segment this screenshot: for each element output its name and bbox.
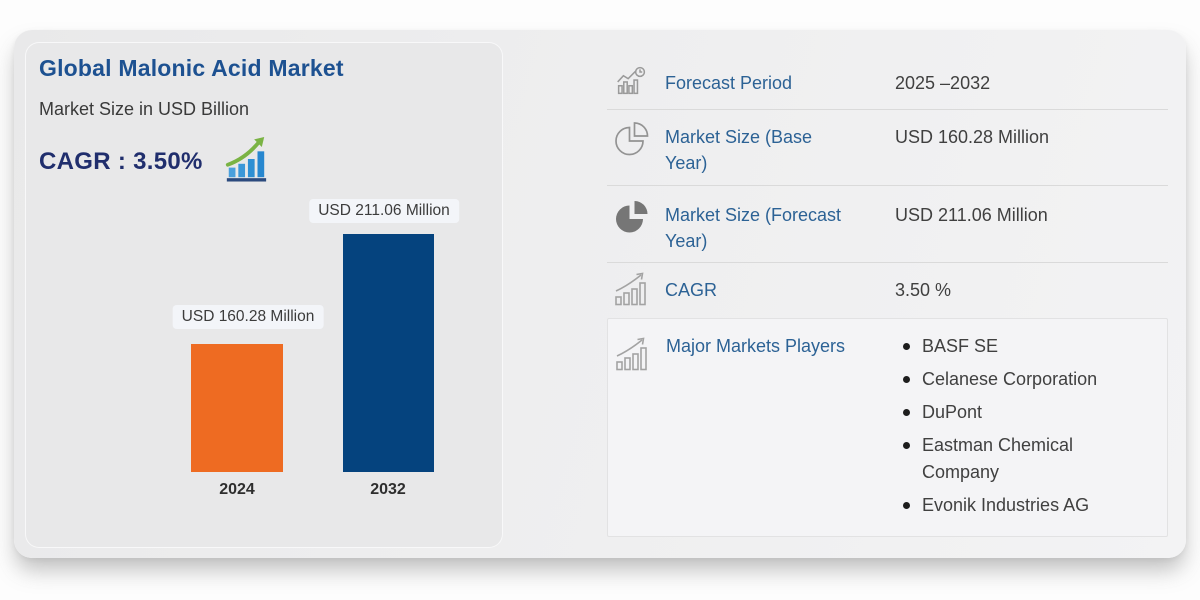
page-title: Global Malonic Acid Market <box>39 55 344 81</box>
cagr-value-text: CAGR : 3.50% <box>39 147 203 175</box>
growth-bars-icon <box>607 268 665 313</box>
list-item: BASF SE <box>896 333 1116 360</box>
market-info-table: Forecast Period 2025 –2032 Market Size (… <box>607 57 1168 537</box>
x-axis-label-2024: 2024 <box>219 481 255 498</box>
list-item: Eastman Chemical Company <box>896 432 1116 486</box>
list-item: Celanese Corporation <box>896 366 1116 393</box>
pie-chart-filled-icon <box>607 198 665 243</box>
row-value: 3.50 % <box>895 280 952 301</box>
bar-2032 <box>343 234 434 472</box>
row-label: Major Markets Players <box>666 336 846 356</box>
bar-value-label-2024: USD 160.28 Million <box>172 305 324 329</box>
row-label: Market Size (Forecast Year) <box>665 205 842 252</box>
table-row-forecast-period: Forecast Period 2025 –2032 <box>607 57 1168 110</box>
players-list-cell: BASF SE Celanese Corporation DuPont East… <box>896 333 1167 525</box>
market-report-card: Global Malonic Acid Market Market Size i… <box>14 30 1186 558</box>
row-value: USD 160.28 Million <box>895 127 1050 147</box>
players-list: BASF SE Celanese Corporation DuPont East… <box>896 333 1116 519</box>
row-label: CAGR <box>665 280 718 301</box>
table-row-cagr: CAGR 3.50 % <box>607 263 1168 318</box>
pie-chart-outline-icon <box>607 120 665 165</box>
growth-bars-icon <box>608 333 666 378</box>
row-value: USD 211.06 Million <box>895 205 1048 225</box>
x-axis-label-2032: 2032 <box>370 481 406 498</box>
table-row-major-players: Major Markets Players BASF SE Celanese C… <box>607 318 1168 537</box>
chart-subtitle: Market Size in USD Billion <box>39 99 250 119</box>
chart-panel: Global Malonic Acid Market Market Size i… <box>25 42 503 548</box>
bar-2024 <box>191 344 283 472</box>
bar-chart: USD 160.28 Million USD 211.06 Million 20… <box>26 43 504 549</box>
list-item: Evonik Industries AG <box>896 492 1116 519</box>
table-row-market-size-base: Market Size (Base Year) USD 160.28 Milli… <box>607 110 1168 186</box>
forecast-chart-icon <box>607 62 665 105</box>
cagr-headline: CAGR : 3.50% <box>39 135 269 188</box>
row-value: 2025 –2032 <box>895 72 991 93</box>
list-item: DuPont <box>896 399 1116 426</box>
bar-value-label-2032: USD 211.06 Million <box>309 199 459 223</box>
table-row-market-size-forecast: Market Size (Forecast Year) USD 211.06 M… <box>607 186 1168 263</box>
row-label: Market Size (Base Year) <box>665 127 813 174</box>
growth-trend-icon <box>223 135 269 188</box>
row-label: Forecast Period <box>665 72 793 93</box>
